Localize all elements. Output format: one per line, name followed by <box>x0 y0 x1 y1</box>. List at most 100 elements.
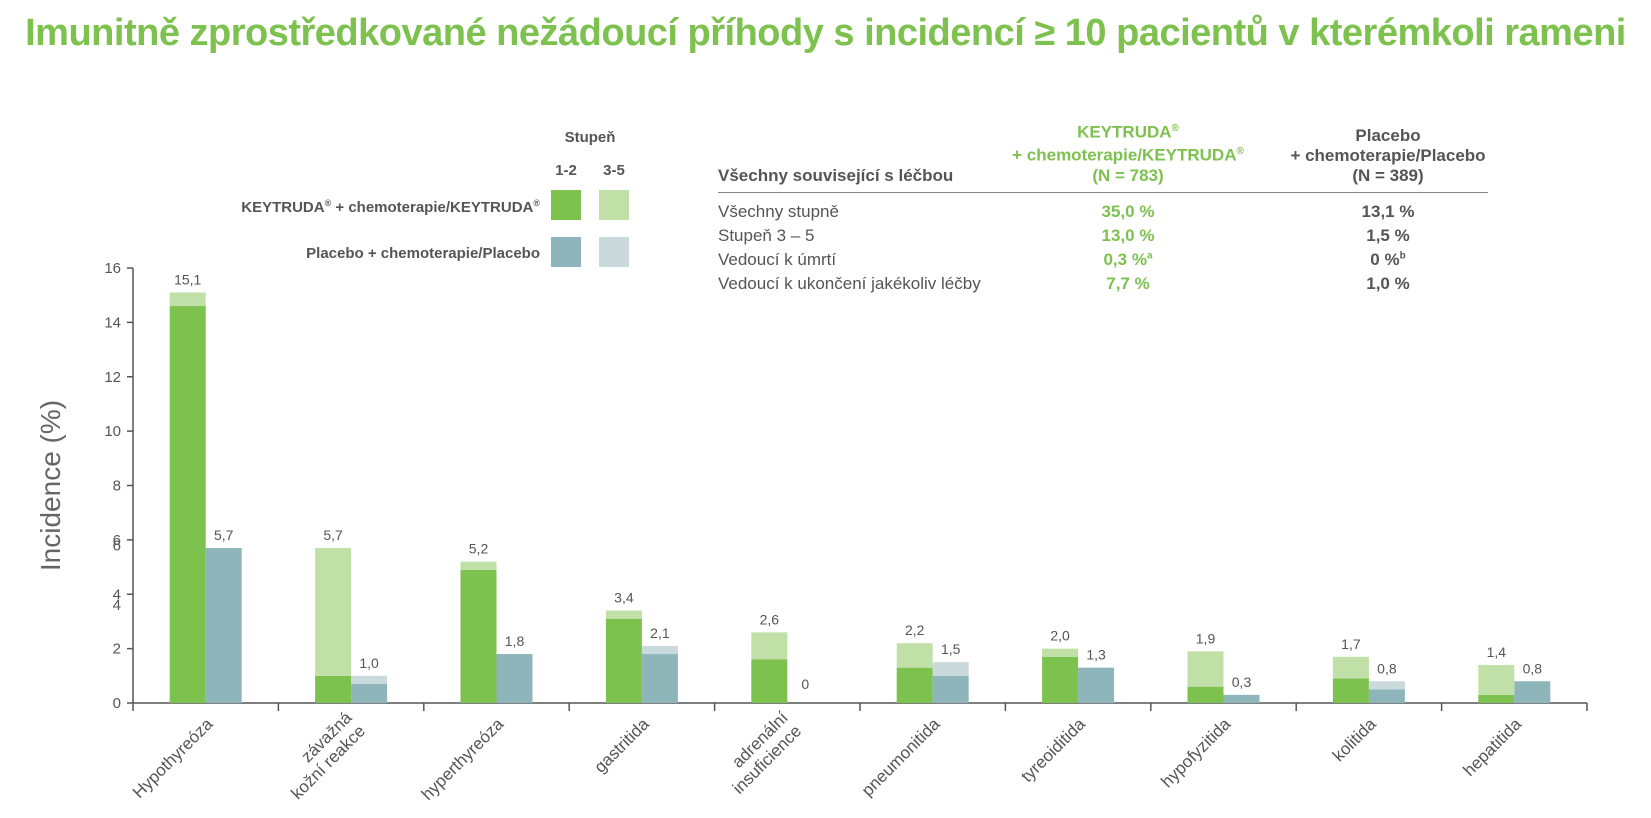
data-label-keytruda: 2,2 <box>905 622 925 638</box>
data-label-placebo: 1,8 <box>505 633 525 649</box>
data-label-keytruda: 1,9 <box>1196 630 1216 646</box>
bar-keytruda-grade-1-2 <box>1187 686 1224 703</box>
summary-row: Všechny stupně 35,0 % 13,1 % <box>718 199 1488 223</box>
y-tick-label: 16 <box>104 260 121 277</box>
data-label-keytruda: 15,1 <box>174 271 201 287</box>
legend: Stupeň 1-2 3-5 KEYTRUDA® + chemoterapie/… <box>241 129 629 267</box>
plot-area: 0 2 4 6 8 10 12 14 16 6 4 Incidence (%) 15,1 5,7 Hypot… <box>35 260 1588 804</box>
data-label-keytruda: 3,4 <box>614 590 634 606</box>
summary-value-placebo: 1,0 % <box>1366 274 1410 293</box>
summary-col-keytruda: KEYTRUDA® + chemoterapie/KEYTRUDA® (N = … <box>1012 122 1244 185</box>
bar-placebo-grade-1-2 <box>1514 681 1551 703</box>
data-label-placebo: 2,1 <box>650 625 670 641</box>
bar-placebo-grade-1-2 <box>205 548 242 703</box>
y-tick-label: 6 <box>113 537 121 554</box>
bar-keytruda-grade-3-5 <box>460 561 497 570</box>
summary-section-label: Všechny související s léčbou <box>718 166 954 185</box>
bar-keytruda-grade-3-5 <box>751 632 788 660</box>
bar-keytruda-grade-3-5 <box>1478 664 1515 695</box>
legend-swatch-placebo-1-2 <box>551 237 581 267</box>
data-label-placebo: 0,8 <box>1523 660 1543 676</box>
bar-placebo-grade-3-5 <box>351 675 388 684</box>
x-tick-label: gastritida <box>591 714 654 777</box>
bar-keytruda-grade-1-2 <box>315 675 352 703</box>
data-label-placebo: 0,8 <box>1377 660 1397 676</box>
bar-keytruda-grade-1-2 <box>1332 678 1369 703</box>
data-label-placebo: 0 <box>801 676 809 692</box>
bar-placebo-grade-3-5 <box>1368 681 1405 690</box>
summary-row-label: Stupeň 3 – 5 <box>718 226 815 245</box>
bar-keytruda-grade-3-5 <box>1187 651 1224 687</box>
data-label-placebo: 1,0 <box>359 655 379 671</box>
data-label-keytruda: 2,0 <box>1050 628 1070 644</box>
bar-keytruda-grade-1-2 <box>896 667 933 703</box>
summary-table: Všechny související s léčbou KEYTRUDA® +… <box>718 110 1488 295</box>
bar-keytruda-grade-1-2 <box>751 659 788 703</box>
y-tick-label: 0 <box>113 695 121 712</box>
bar-keytruda-grade-1-2 <box>605 618 642 703</box>
summary-value-placebo: 13,1 % <box>1361 202 1415 221</box>
bar-keytruda-grade-3-5 <box>896 643 933 668</box>
legend-grade-high: 3-5 <box>603 162 625 179</box>
data-label-placebo: 5,7 <box>214 527 234 543</box>
bar-keytruda-grade-3-5 <box>169 292 206 307</box>
y-axis-title: Incidence (%) <box>35 400 66 571</box>
data-label-placebo: 1,5 <box>941 641 961 657</box>
y-tick-label: 2 <box>113 641 121 658</box>
y-tick-label: 6 <box>113 532 121 549</box>
x-tick-label: tyreoiditida <box>1017 714 1089 786</box>
summary-row: Vedoucí k úmrtí 0,3 %a 0 %b <box>718 247 1488 271</box>
y-tick-label: 12 <box>104 369 121 386</box>
summary-row: Stupeň 3 – 5 13,0 % 1,5 % <box>718 223 1488 247</box>
bar-keytruda-grade-3-5 <box>605 610 642 619</box>
legend-swatch-keytruda-3-5 <box>599 190 629 220</box>
summary-row: Vedoucí k ukončení jakékoliv léčby 7,7 %… <box>718 271 1488 295</box>
legend-swatch-placebo-3-5 <box>599 237 629 267</box>
y-tick-label: 4 <box>113 586 121 603</box>
x-tick-label: hepatitida <box>1460 714 1526 780</box>
bar-keytruda-grade-1-2 <box>1042 656 1079 703</box>
bar-keytruda-grade-3-5 <box>1042 648 1079 657</box>
bar-placebo-grade-3-5 <box>641 645 678 655</box>
bar-keytruda-grade-1-2 <box>1478 694 1515 703</box>
legend-grade-low: 1-2 <box>555 162 577 179</box>
data-label-placebo: 0,3 <box>1232 674 1252 690</box>
legend-keytruda-label: KEYTRUDA® + chemoterapie/KEYTRUDA® <box>241 198 540 216</box>
x-tick-label: závažnákožní reakce <box>274 708 369 803</box>
summary-col-placebo: Placebo + chemoterapie/Placebo (N = 389) <box>1290 126 1486 185</box>
y-tick-label: 14 <box>104 314 121 331</box>
bar-placebo-grade-1-2 <box>351 683 388 703</box>
page-title: Imunitně zprostředkované nežádoucí přího… <box>25 12 1626 54</box>
summary-value-keytruda: 13,0 % <box>1101 226 1155 245</box>
summary-row-label: Vedoucí k ukončení jakékoliv léčby <box>718 274 981 293</box>
bar-placebo-grade-1-2 <box>1223 694 1260 703</box>
x-tick-label: kolitida <box>1329 714 1380 765</box>
data-label-keytruda: 5,7 <box>323 527 343 543</box>
x-tick-label: Hypothyreóza <box>129 714 217 802</box>
data-label-keytruda: 5,2 <box>469 541 489 557</box>
summary-header: Všechny související s léčbou KEYTRUDA® +… <box>718 110 1488 193</box>
x-tick-label: pneumonitida <box>858 714 944 800</box>
x-tick-label: hyperthyreóza <box>418 714 508 804</box>
bar-placebo-grade-1-2 <box>496 654 533 703</box>
bar-keytruda-grade-1-2 <box>460 569 497 703</box>
bar-keytruda-grade-1-2 <box>169 306 206 703</box>
bar-keytruda-grade-3-5 <box>315 548 352 676</box>
bar-keytruda-grade-3-5 <box>1332 656 1369 679</box>
y-tick-label: 4 <box>113 597 121 614</box>
summary-value-keytruda: 35,0 % <box>1101 202 1155 221</box>
data-label-keytruda: 1,4 <box>1487 644 1507 660</box>
summary-value-placebo: 0 %b <box>1370 250 1406 269</box>
y-tick-label: 8 <box>113 478 121 495</box>
bar-placebo-grade-1-2 <box>1078 667 1115 703</box>
bar-placebo-grade-1-2 <box>641 654 678 703</box>
x-tick-label: adrenálníinsuficience <box>716 708 806 798</box>
legend-placebo-label: Placebo + chemoterapie/Placebo <box>306 245 540 262</box>
y-tick-label: 10 <box>104 423 121 440</box>
bar-placebo-grade-3-5 <box>932 662 969 676</box>
x-tick-label: hypofyzitida <box>1157 714 1234 791</box>
summary-row-label: Vedoucí k úmrtí <box>718 250 837 269</box>
legend-swatch-keytruda-1-2 <box>551 190 581 220</box>
bar-placebo-grade-1-2 <box>1368 689 1405 703</box>
